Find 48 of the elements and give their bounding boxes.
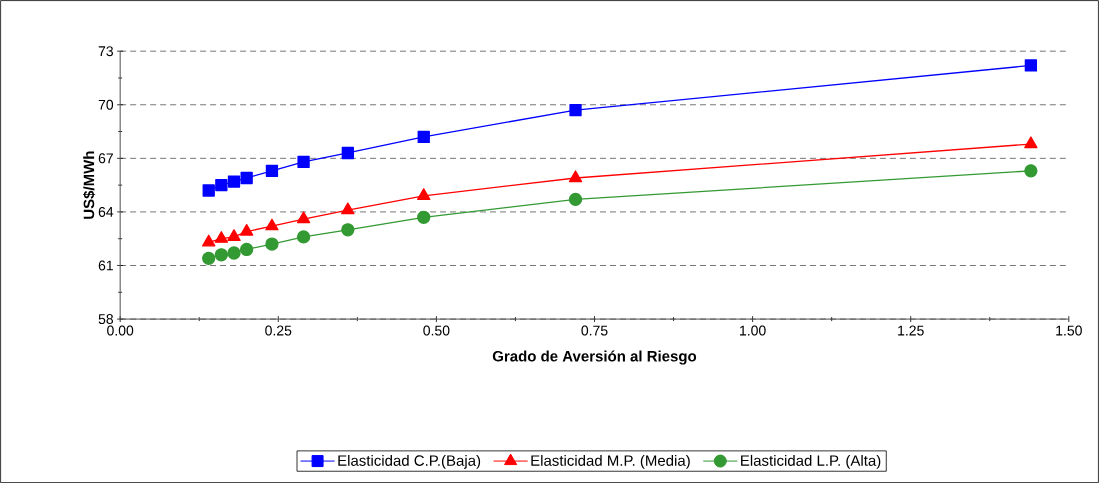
point	[1024, 59, 1038, 72]
point	[214, 230, 229, 243]
x-tick-label: 0.50	[423, 325, 450, 336]
legend-label: Elasticidad M.P. (Media)	[531, 454, 690, 469]
y-tick-label: 58	[98, 314, 114, 324]
y-tick-label: 73	[98, 46, 114, 57]
point	[215, 178, 228, 192]
point	[341, 223, 355, 237]
point	[341, 202, 355, 215]
point	[265, 164, 279, 177]
x-tick-label: 0.75	[581, 325, 608, 336]
point	[239, 223, 254, 236]
point	[568, 192, 583, 206]
point	[341, 146, 354, 160]
x-tick-label: 1.00	[740, 325, 766, 336]
point	[227, 229, 241, 241]
x-tick-label: 0.00	[107, 325, 134, 336]
y-tick-label: 64	[98, 206, 114, 217]
point	[201, 234, 216, 247]
y-tick-label: 61	[98, 260, 113, 271]
y-axis-title: US$/MWh	[82, 151, 96, 219]
point	[417, 210, 431, 224]
point	[1024, 164, 1038, 178]
x-tick-label: 0.25	[265, 325, 292, 336]
point	[417, 130, 430, 143]
point	[202, 251, 216, 265]
legend-label: Elasticidad C.P.(Baja)	[338, 454, 481, 469]
point	[296, 211, 311, 224]
x-tick-label: 1.25	[898, 325, 924, 336]
point	[417, 188, 431, 200]
y-tick-label: 70	[98, 99, 114, 110]
point	[240, 242, 254, 256]
point	[227, 175, 241, 188]
point	[569, 103, 582, 117]
point	[202, 184, 215, 197]
point	[265, 218, 279, 231]
x-axis-title: Grado de Aversión al Riesgo	[492, 350, 697, 365]
point	[227, 246, 241, 260]
x-tick-label: 1.50	[1056, 325, 1082, 336]
point	[296, 230, 311, 244]
y-tick-label: 67	[98, 153, 113, 164]
point	[1024, 136, 1038, 149]
point	[265, 237, 279, 251]
legend-label: Elasticidad L.P. (Alta)	[741, 454, 881, 469]
point	[240, 171, 253, 185]
point	[214, 248, 228, 262]
point	[568, 170, 583, 183]
point	[297, 155, 310, 168]
